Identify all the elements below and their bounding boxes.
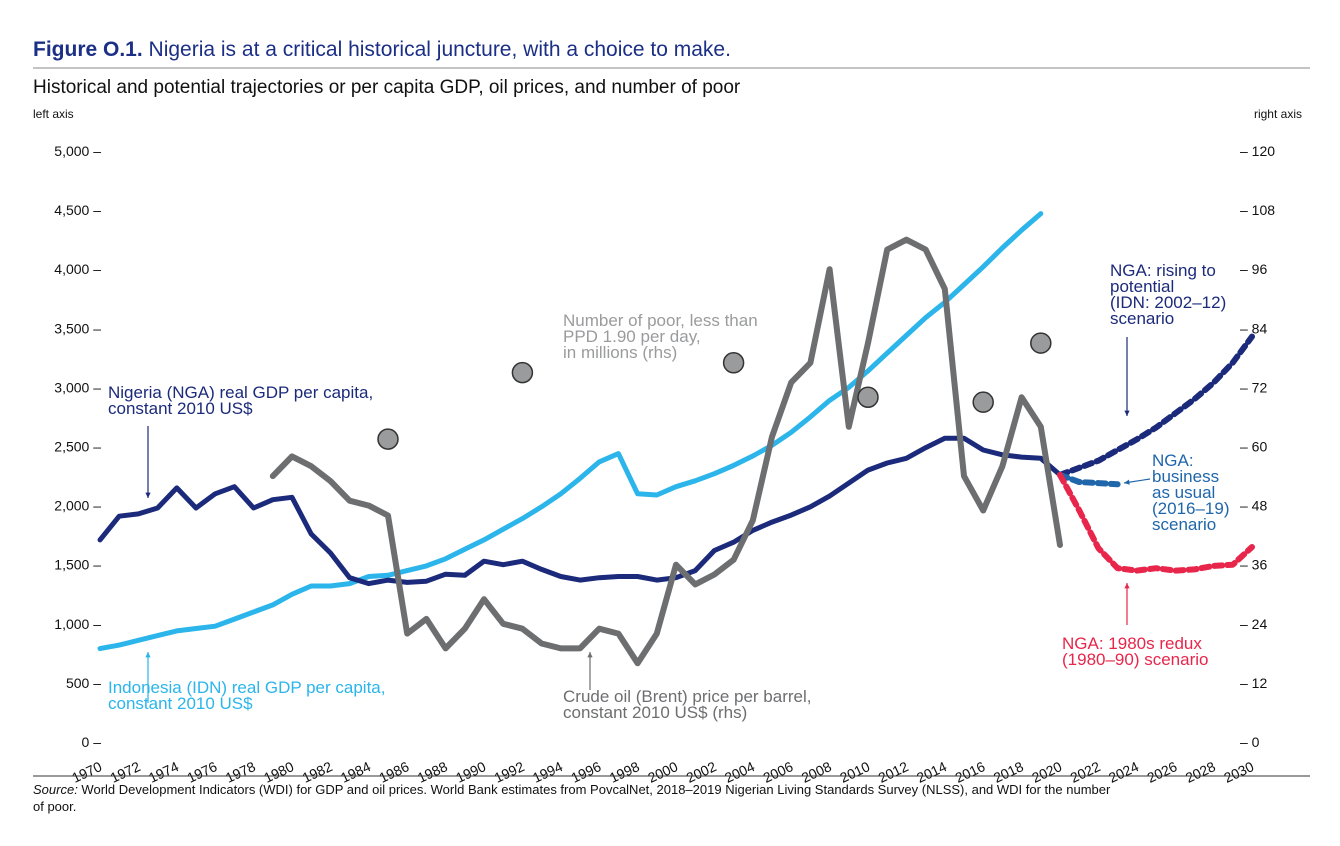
rising-annotation: NGA: rising to potential (IDN: 2002–12) sce… [1110, 261, 1226, 328]
bau-annotation: NGA: business as usual (2016–19) scenario [1152, 451, 1230, 534]
y2-tick-label: – 24 [1240, 616, 1267, 632]
poor-marker [511, 361, 534, 384]
figure-title-text: Nigeria is at a critical historical junc… [143, 38, 731, 61]
poor-marker [722, 352, 745, 374]
y2-tick-label: – 12 [1240, 675, 1267, 691]
arrowhead-icon [587, 652, 593, 658]
y2-tick-label: – 48 [1240, 498, 1267, 514]
rising-annotation-line: potential [1110, 277, 1174, 296]
poor-annotation-line: in millions (rhs) [563, 343, 677, 362]
idn-annotation: Indonesia (IDN) real GDP per capita, cons… [108, 678, 385, 713]
idn-annotation-line: constant 2010 US$ [108, 694, 253, 713]
source-note: Source: World Development Indicators (WD… [33, 782, 1111, 797]
y-tick-label: 0 – [82, 734, 102, 750]
y2-tick-label: – 60 [1240, 439, 1267, 455]
source-label: Source: [33, 782, 78, 797]
source-text: World Development Indicators (WDI) for G… [78, 782, 1111, 797]
y-tick-label: 3,500 – [54, 320, 101, 336]
y2-tick-label: – 108 [1240, 202, 1275, 218]
arrowhead-icon [145, 492, 151, 498]
y2-tick-label: – 72 [1240, 379, 1267, 395]
left-axis-ticks: 0 – 500 – 1,000 – 1,500 – 2,000 – 2,500 – 3,00… [54, 143, 101, 750]
bau-annotation-line: (2016–19) [1152, 499, 1230, 518]
annotations: Nigeria (NGA) real GDP per capita, consta… [108, 261, 1230, 722]
y2-tick-label: – 36 [1240, 557, 1267, 573]
x-tick-label: 2026 [1144, 758, 1179, 786]
right-axis-label: right axis [1254, 107, 1302, 121]
arrowhead-icon [1124, 479, 1130, 485]
rising-annotation-line: NGA: rising to [1110, 261, 1216, 280]
bau-annotation-line: NGA: [1152, 451, 1194, 470]
y-tick-label: 1,500 – [54, 557, 101, 573]
nga-annotation: Nigeria (NGA) real GDP per capita, consta… [108, 383, 373, 418]
left-axis-label: left axis [33, 107, 74, 121]
y-tick-label: 5,000 – [54, 143, 101, 159]
poor-annotation-line: PPD 1.90 per day, [563, 327, 701, 346]
arrowhead-icon [1124, 583, 1130, 589]
redux-annotation-line: NGA: 1980s redux [1062, 634, 1202, 653]
nga-annotation-line: constant 2010 US$ [108, 399, 253, 418]
oil-annotation-line: constant 2010 US$ (rhs) [563, 703, 747, 722]
poor-marker [1030, 332, 1052, 354]
arrowhead-icon [145, 652, 151, 658]
chart-subtitle: Historical and potential trajectories or… [33, 77, 741, 98]
redux-annotation: NGA: 1980s redux (1980–90) scenario [1062, 634, 1208, 669]
scenario-line [1057, 333, 1255, 478]
poor-annotation: Number of poor, less than PPD 1.90 per da… [563, 311, 758, 362]
poor-marker [377, 428, 399, 450]
y2-tick-label: – 0 [1240, 734, 1260, 750]
y-tick-label: 3,000 – [54, 379, 101, 395]
y-tick-label: 1,000 – [54, 616, 101, 632]
y-tick-label: 500 – [66, 675, 101, 691]
poor-marker [857, 386, 879, 408]
y-tick-label: 2,000 – [54, 498, 101, 514]
series-line [97, 211, 1044, 652]
oil-annotation-line: Crude oil (Brent) price per barrel, [563, 687, 811, 706]
series-line [269, 236, 1063, 667]
bau-annotation-line: scenario [1152, 515, 1216, 534]
scenario-line [1057, 471, 1121, 488]
x-tick-label: 2030 [1221, 758, 1256, 786]
poor-marker [972, 391, 994, 413]
source-text-2: of poor. [33, 799, 76, 814]
rising-annotation-line: (IDN: 2002–12) [1110, 293, 1226, 312]
oil-annotation: Crude oil (Brent) price per barrel, const… [563, 687, 811, 722]
series-line [97, 435, 1063, 587]
y-tick-label: 4,500 – [54, 202, 101, 218]
rising-annotation-line: scenario [1110, 309, 1174, 328]
poor-annotation-line: Number of poor, less than [563, 311, 758, 330]
y2-tick-label: – 120 [1240, 143, 1275, 159]
right-axis-ticks: – 0 – 12 – 24 – 36 – 48 – 60 – 72 – 84 – 96 – 108… [1240, 143, 1275, 750]
figure-label: Figure O.1. [33, 38, 143, 61]
x-tick-label: 2024 [1106, 758, 1141, 786]
y2-tick-label: – 96 [1240, 261, 1267, 277]
idn-annotation-line: Indonesia (IDN) real GDP per capita, [108, 678, 385, 697]
scenario-line [1057, 471, 1255, 574]
nga-annotation-line: Nigeria (NGA) real GDP per capita, [108, 383, 373, 402]
figure-title: Figure O.1. Nigeria is at a critical his… [33, 38, 731, 61]
x-tick-label: 2028 [1183, 758, 1218, 786]
bau-annotation-line: as usual [1152, 483, 1215, 502]
arrowhead-icon [1124, 410, 1130, 416]
y-tick-label: 2,500 – [54, 439, 101, 455]
series-layer [97, 211, 1255, 667]
bau-annotation-line: business [1152, 467, 1219, 486]
y-tick-label: 4,000 – [54, 261, 101, 277]
redux-annotation-line: (1980–90) scenario [1062, 650, 1208, 669]
y2-tick-label: – 84 [1240, 320, 1267, 336]
